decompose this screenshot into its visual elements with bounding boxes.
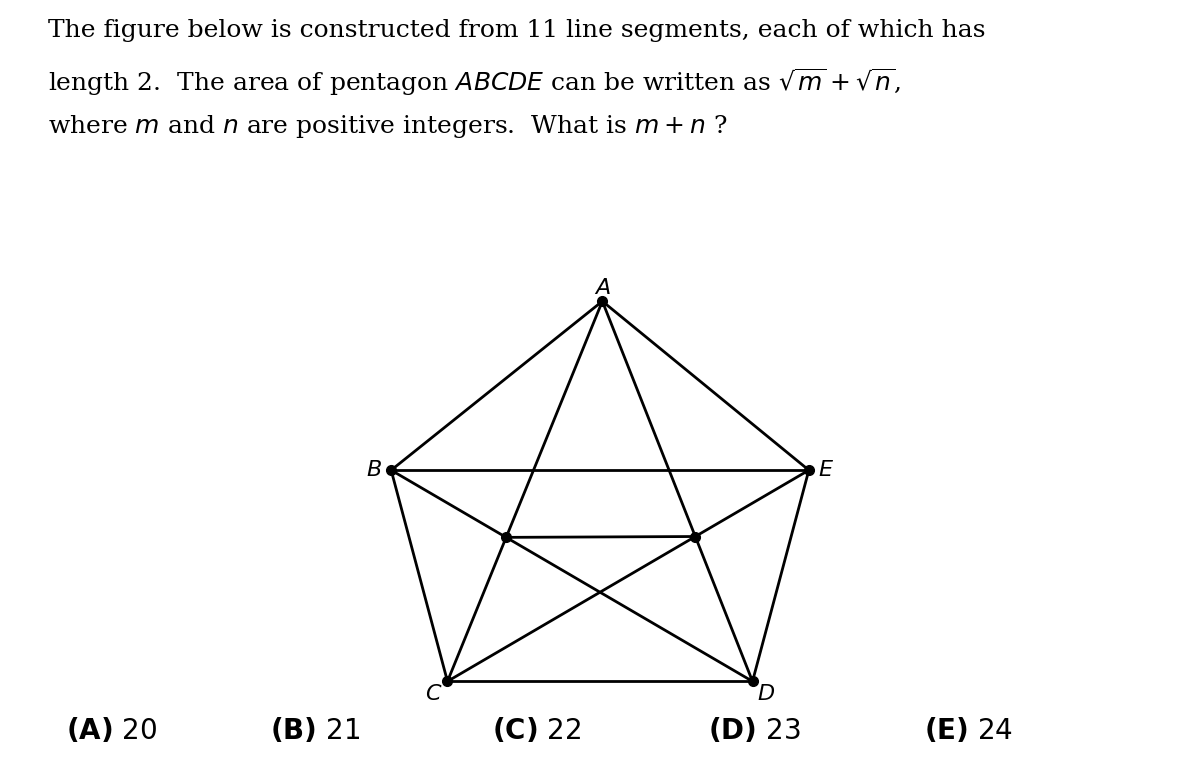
Text: $\mathbf{(E)}\ 24$: $\mathbf{(E)}\ 24$ bbox=[924, 716, 1013, 745]
Text: $\mathit{D}$: $\mathit{D}$ bbox=[757, 684, 775, 704]
Text: $\mathit{C}$: $\mathit{C}$ bbox=[425, 684, 443, 704]
Text: where $m$ and $n$ are positive integers.  What is $m + n$ ?: where $m$ and $n$ are positive integers.… bbox=[48, 113, 727, 140]
Text: length 2.  The area of pentagon $ABCDE$ can be written as $\sqrt{m} + \sqrt{n}$,: length 2. The area of pentagon $ABCDE$ c… bbox=[48, 66, 901, 98]
Text: $\mathit{E}$: $\mathit{E}$ bbox=[818, 460, 834, 480]
Text: $\mathbf{(B)}\ 21$: $\mathbf{(B)}\ 21$ bbox=[270, 716, 360, 745]
Text: $\mathbf{(C)}\ 22$: $\mathbf{(C)}\ 22$ bbox=[492, 716, 581, 745]
Text: The figure below is constructed from 11 line segments, each of which has: The figure below is constructed from 11 … bbox=[48, 20, 985, 42]
Text: $\mathbf{(D)}\ 23$: $\mathbf{(D)}\ 23$ bbox=[708, 716, 800, 745]
Text: $\mathit{A}$: $\mathit{A}$ bbox=[594, 278, 611, 298]
Text: $\mathbf{(A)}\ 20$: $\mathbf{(A)}\ 20$ bbox=[66, 716, 157, 745]
Text: $\mathit{B}$: $\mathit{B}$ bbox=[366, 460, 382, 480]
